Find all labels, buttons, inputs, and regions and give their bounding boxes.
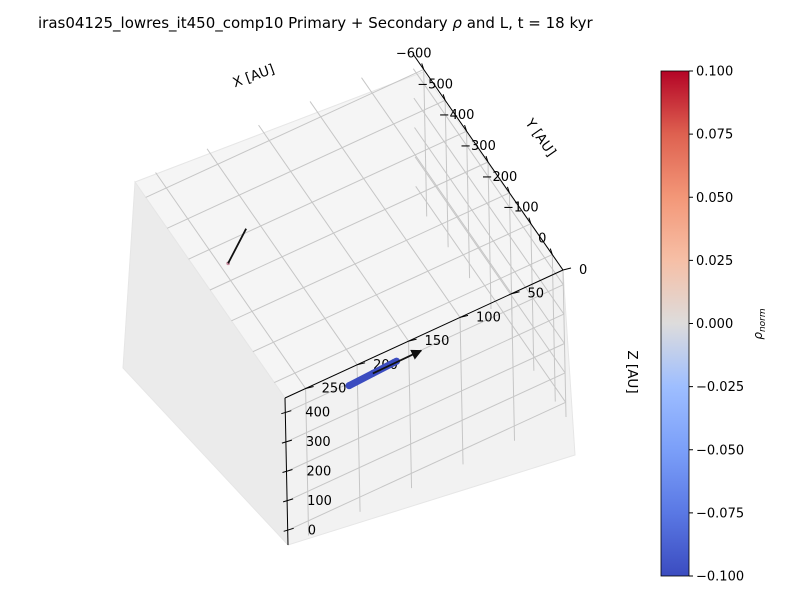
grid-line-z	[415, 186, 567, 403]
colorbar	[660, 70, 690, 577]
angular-momentum-arrow	[227, 228, 247, 264]
grid-line-x	[145, 68, 424, 198]
z-tick-mark	[283, 527, 294, 532]
x-tick-mark	[506, 186, 510, 194]
z-axis-label: Z [AU]	[624, 350, 640, 393]
data-marks	[226, 228, 423, 390]
z-tick-label: 400	[305, 406, 330, 421]
grid-line-z	[414, 127, 565, 344]
z-tick-mark	[281, 439, 293, 444]
y-tick-mark	[305, 386, 314, 390]
y-tick-mark	[356, 362, 366, 366]
colorbar-tick-label: −0.025	[696, 380, 744, 395]
grid-lines	[145, 53, 567, 536]
x-tick-mark	[464, 124, 468, 132]
colorbar-tick-label: −0.075	[696, 506, 744, 521]
colorbar-label: ρnorm	[751, 308, 768, 340]
z-tick-label: 0	[308, 523, 316, 538]
x-tick-label: −500	[417, 77, 453, 92]
x-tick-label: −600	[396, 46, 432, 61]
grid-line-y	[361, 77, 512, 294]
z-tick-label: 100	[307, 494, 332, 509]
grid-line-x	[209, 161, 489, 291]
y-tick-mark	[511, 291, 520, 295]
colorbar-tick-label: 0.100	[696, 65, 733, 80]
colorbar-ticks: 0.100 0.075 0.050 0.025 0.000 −0.025 −0.050 −0.…	[689, 65, 744, 585]
x-tick-mark	[485, 155, 489, 163]
data-point	[345, 382, 353, 390]
x-tick-mark	[528, 217, 532, 224]
y-tick-label: 100	[476, 310, 501, 325]
y-tick-mark	[459, 314, 469, 318]
colorbar-tick-label: −0.100	[696, 570, 744, 585]
y-tick-label: 0	[579, 263, 587, 278]
grid-line-z	[412, 68, 564, 285]
colorbar-tick-label: −0.050	[696, 443, 744, 458]
grid-line-z	[413, 97, 565, 315]
z-tick-label: 200	[307, 465, 332, 480]
grid-line-x	[166, 99, 446, 229]
colorbar-tick-label: 0.075	[696, 128, 733, 143]
x-tick-mark	[549, 248, 553, 255]
z-ticks: 0 100 200 300 400	[281, 406, 332, 538]
colorbar-tick-label: 0.050	[696, 191, 733, 206]
z-tick-mark	[281, 410, 292, 415]
grid-line-z	[414, 156, 566, 374]
colorbar-tick-label: 0.025	[696, 254, 733, 269]
x-tick-label: −300	[460, 139, 496, 154]
grid-line-z	[287, 401, 566, 531]
x-tick-label: −100	[503, 201, 539, 216]
grid-line-y	[155, 172, 307, 389]
grid-line-z	[286, 343, 565, 472]
z-tick-mark	[282, 469, 293, 473]
x-tick-mark	[442, 94, 446, 101]
z-tick-label: 300	[306, 435, 331, 450]
angular-momentum-arrow	[372, 349, 423, 375]
z-tick-mark	[282, 498, 294, 503]
grid-line-x	[231, 192, 510, 322]
y-axis-line	[284, 269, 564, 399]
grid-line-z	[285, 284, 564, 414]
y-tick-label: 150	[425, 334, 450, 349]
x-tick-label: −400	[439, 108, 475, 123]
grid-line-y	[309, 101, 461, 318]
y-tick-mark	[408, 338, 417, 342]
x-tick-label: −200	[482, 170, 518, 185]
grid-line-x	[274, 254, 553, 384]
y-tick-label: 250	[322, 382, 347, 397]
chart-title: iras04125_lowres_it450_comp10 Primary + …	[38, 14, 593, 33]
grid-line-y	[206, 148, 358, 366]
grid-line-x	[252, 223, 532, 353]
y-axis-label: Y [AU]	[521, 115, 559, 160]
grid-line-z	[286, 372, 566, 502]
grid-line-y	[258, 124, 409, 342]
x-tick-label: 0	[538, 232, 546, 247]
x-ticks: −600 −500 −400 −300 −200 −100 0	[396, 46, 553, 255]
y-tick-mark	[562, 267, 572, 271]
y-tick-label: 50	[528, 287, 545, 302]
x-axis-label: X [AU]	[231, 61, 277, 91]
grid-line-x	[188, 130, 467, 260]
grid-line-z	[285, 313, 565, 443]
colorbar-tick-label: 0.000	[696, 317, 733, 332]
x-tick-mark	[421, 63, 425, 70]
